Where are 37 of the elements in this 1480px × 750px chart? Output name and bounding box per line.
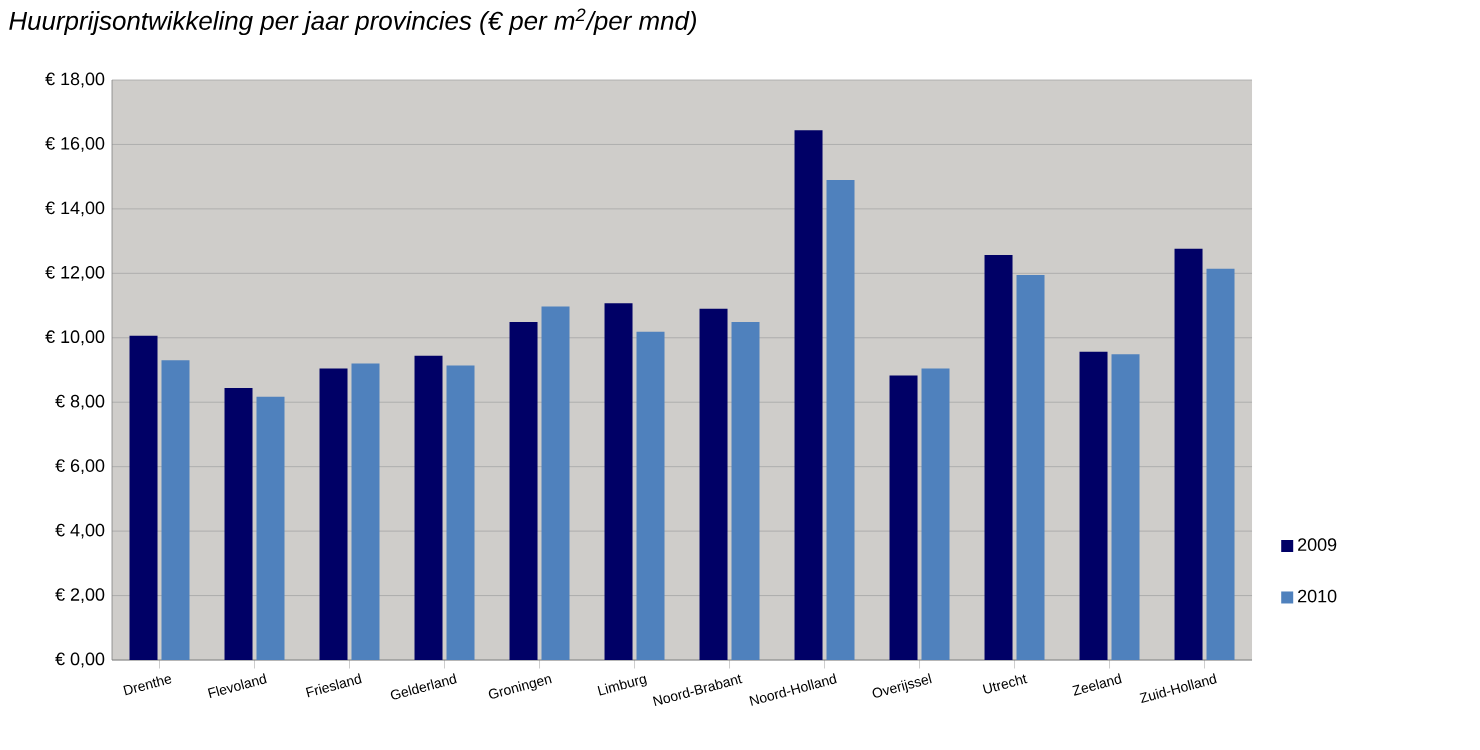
- bar: [699, 308, 728, 660]
- bar: [319, 368, 348, 660]
- y-tick-label: € 0,00: [55, 652, 105, 668]
- y-tick-label: € 6,00: [55, 459, 105, 475]
- bar: [1206, 268, 1235, 660]
- bar: [509, 321, 538, 660]
- bar: [1016, 274, 1045, 660]
- y-tick-label: € 8,00: [55, 394, 105, 410]
- bar: [889, 375, 918, 660]
- bar: [224, 388, 253, 660]
- y-tick-label: € 2,00: [55, 588, 105, 603]
- bar: [129, 335, 158, 660]
- bar: [541, 306, 570, 660]
- bar: [1111, 354, 1140, 660]
- y-tick-label: € 12,00: [45, 265, 105, 281]
- y-tick-label: € 16,00: [45, 137, 105, 152]
- bar: [351, 363, 380, 660]
- bar: [636, 331, 665, 660]
- legend-label: 2010: [1298, 589, 1337, 603]
- bar: [731, 321, 760, 660]
- bar: [921, 368, 950, 660]
- bar: [794, 130, 823, 660]
- legend-label: 2009: [1298, 538, 1337, 551]
- bar: [1174, 248, 1203, 660]
- bar: [161, 360, 190, 660]
- y-tick-label: € 18,00: [45, 72, 105, 88]
- bar: [1079, 351, 1108, 660]
- bar: [414, 355, 443, 660]
- chart-title: Huurprijsontwikkeling per jaar provincies (€ per m$^{2}$/per mnd): [9, 8, 696, 36]
- y-tick-label: € 14,00: [45, 201, 105, 217]
- bar: [604, 303, 633, 660]
- y-tick-label: € 4,00: [55, 523, 105, 539]
- bar: [446, 365, 475, 660]
- y-tick-label: € 10,00: [45, 330, 105, 346]
- bar: [256, 396, 285, 660]
- bar: [826, 179, 855, 660]
- bar: [984, 254, 1013, 660]
